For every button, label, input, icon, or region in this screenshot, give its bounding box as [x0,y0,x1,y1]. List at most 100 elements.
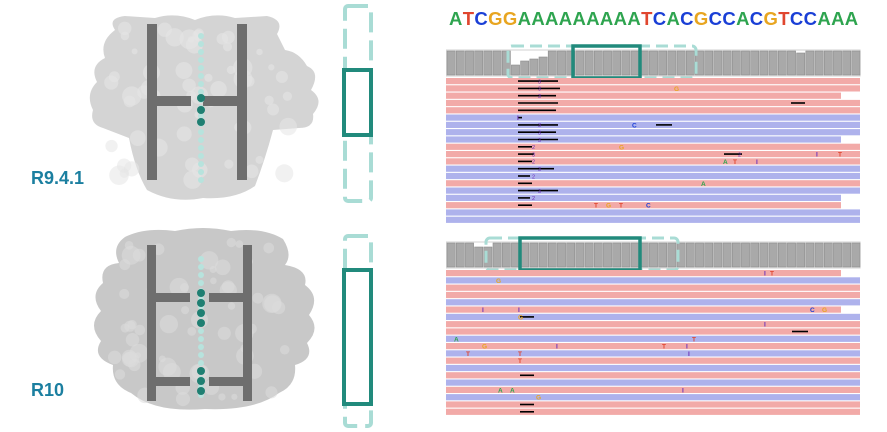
coverage-bar [557,242,566,268]
reader-nucleotide-dot [197,289,205,297]
sequence-base: C [652,8,667,29]
insertion-count: 2 [532,160,535,166]
protein-bump [227,302,236,310]
sequencing-read [446,394,860,401]
mismatch-base: A [723,159,728,166]
coverage-bar [814,242,824,268]
strand-nucleotide-dot [198,272,204,278]
strand-nucleotide-dot [198,137,204,143]
sequencing-read [446,408,860,415]
coverage-bar [455,50,465,76]
mismatch-base: A [454,336,459,343]
protein-bump [125,332,140,347]
coverage-bar [787,50,796,76]
mismatch-base: I [756,159,758,166]
coverage-bar [584,242,594,268]
protein-bump [120,323,130,333]
strand-nucleotide-dot [198,65,204,71]
strand-nucleotide-dot [198,129,204,135]
mismatch-base: I [686,344,688,351]
sequence-base: C [803,8,818,29]
sequencing-read [446,129,860,136]
insertion-count: 3 [538,87,541,93]
strand-nucleotide-dot [198,153,204,159]
coverage-bar [483,246,493,268]
mismatch-base: T [466,351,470,358]
protein-bump [131,48,138,55]
protein-bump [187,326,197,336]
protein-bump [169,277,189,297]
protein-bump [275,70,288,84]
pore-diagram-top [89,15,319,200]
sequencing-read [446,328,860,335]
strand-nucleotide-dot [198,328,204,334]
mismatch-base: G [606,203,611,210]
sequencing-read [446,270,841,277]
coverage-bar [722,242,732,268]
sequence-base: C [789,8,804,29]
sequencing-read [446,180,860,187]
coverage-bar [667,242,677,268]
insertion-count: 3 [538,131,541,137]
protein-bump [119,288,130,300]
mismatch-base: I [517,115,519,122]
sequencing-read [446,92,841,99]
mismatch-base: T [619,203,623,210]
sequence-base: C [708,8,723,29]
sequencing-read [446,194,841,201]
version-label-bottom: R10 [31,380,65,400]
sequencing-read [446,291,860,299]
coverage-bar [630,242,640,268]
protein-bump [217,326,231,340]
coverage-bar [483,50,493,76]
reader-schematic-bottom [342,234,373,428]
sequence-base: A [531,8,546,29]
protein-bump [175,62,193,79]
coverage-bar [465,242,474,268]
coverage-bar [842,242,852,268]
coverage-bar [474,50,484,76]
coverage-bar [547,50,557,76]
coverage-bar [741,242,750,268]
protein-bump [119,259,131,271]
sequencing-read [446,85,860,92]
coverage-bar [823,242,833,268]
sequence-base: A [817,8,832,29]
protein-bump [120,31,130,41]
protein-bump [159,314,179,334]
sequencing-read [446,357,860,364]
sequencing-read [446,216,860,223]
protein-bump [265,386,278,399]
coverage-bar [685,50,695,76]
strand-nucleotide-dot [198,49,204,55]
sequencing-read [446,151,860,158]
reference-sequence: ATCGGAAAAAAAAATCACGCCACGTCCAAA [449,8,859,30]
sequencing-read [446,335,860,342]
sequence-base: A [627,8,642,29]
sequencing-read [446,78,860,85]
mismatch-base: I [764,322,766,329]
insertion-count: 3 [538,189,541,195]
mismatch-base: A [510,387,515,394]
coverage-bar [593,242,603,268]
strand-nucleotide-dot [198,161,204,167]
coverage-bar [446,50,456,76]
strand-nucleotide-dot [198,145,204,151]
bracket-right-bottom [209,245,252,401]
insertion-count: 2 [532,196,535,202]
mismatch-base: A [701,181,706,188]
coverage-bar [805,242,815,268]
protein-bump [216,32,229,45]
strand-nucleotide-dot [198,81,204,87]
strand-nucleotide-dot [198,73,204,79]
mismatch-base: G [518,314,523,321]
coverage-bar [787,242,796,268]
sequencing-read [446,202,841,209]
sequencing-read [446,121,860,128]
protein-bump [182,78,196,93]
sequence-base: C [680,8,694,29]
insertion-count: 3 [538,167,541,173]
protein-bump [268,64,275,71]
sequence-base: A [599,8,614,29]
coverage-bar [731,242,741,268]
